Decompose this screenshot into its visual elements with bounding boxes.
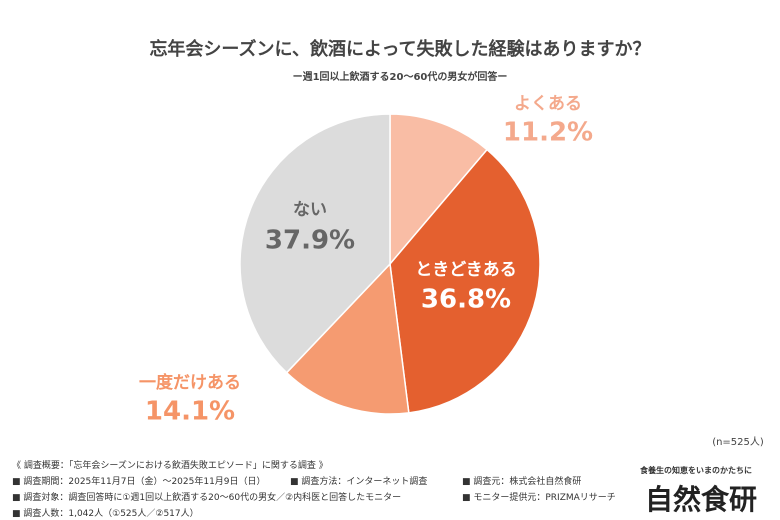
chart-title: 忘年会シーズンに、飲酒によって失敗した経験はありますか？ [149, 38, 650, 60]
sample-note: (n=525人) [712, 436, 764, 448]
logo-name: 自然食研 [645, 483, 758, 516]
pie-slice [285, 262, 410, 415]
slice-label: ない [293, 200, 327, 220]
value-label: 37.9% [265, 226, 355, 256]
footer-heading: 《 調査概要：「忘年会シーズンにおける飲酒失敗エピソード」に関する調査 》 [12, 461, 328, 471]
pie-slice [239, 113, 391, 374]
logo-tagline: 食養生の知恵をいまのかたちに [640, 466, 752, 475]
slice-label: 一度だけある [139, 372, 241, 393]
value-label: 14.1% [145, 397, 235, 427]
footer-item: ■ 調査方法：インターネット調査 [290, 477, 428, 487]
slice-label: よくある [514, 94, 582, 114]
chart-subtitle: ー週1回以上飲酒する20〜60代の男女が回答ー [293, 70, 508, 83]
pie-slice [389, 113, 489, 267]
footer-item: ■ モニター提供元：PRIZMAリサーチ [462, 493, 616, 503]
footer-item: ■ 調査対象：調査回答時に①週1回以上飲酒する20〜60代の男女／②内科医と回答… [12, 493, 402, 503]
value-label: 36.8% [421, 285, 511, 315]
footer-item: ■ 調査人数：1,042人（①525人／②517人） [12, 509, 199, 519]
value-label: 11.2% [503, 118, 593, 148]
footer-item: ■ 調査元：株式会社自然食研 [462, 477, 582, 487]
footer-item: ■ 調査期間：2025年11月7日（金）〜2025年11月9日（日） [12, 477, 266, 487]
pie-slice [389, 148, 541, 414]
slice-label: ときどきある [415, 260, 517, 280]
